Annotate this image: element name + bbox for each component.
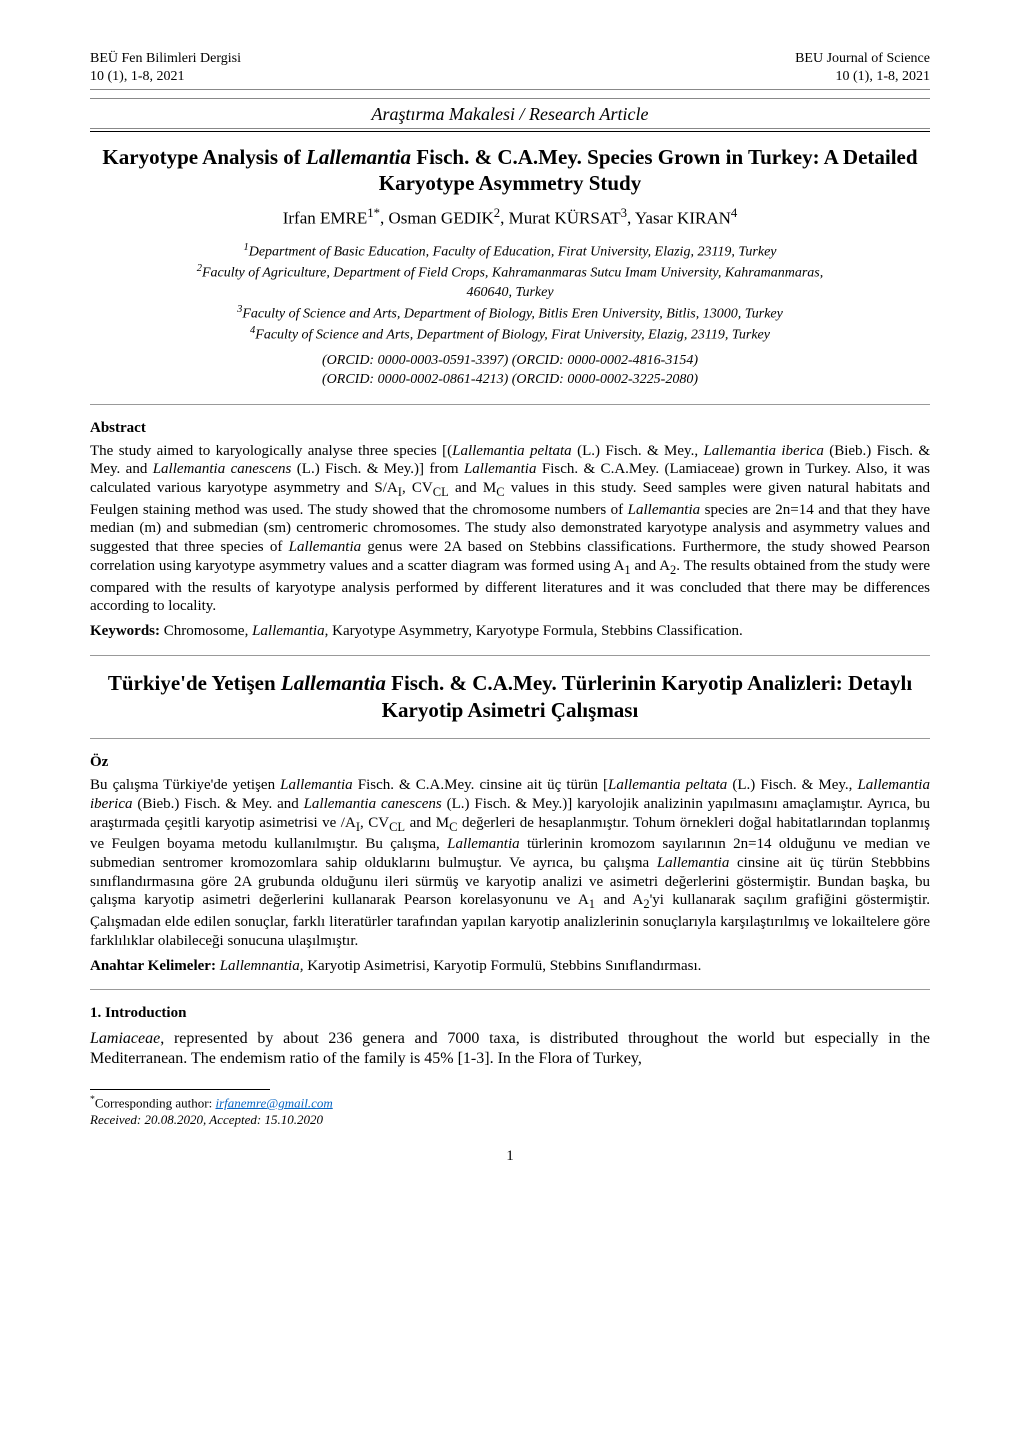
issue-right: 10 (1), 1-8, 2021 [795, 68, 930, 86]
corresponding-email-link[interactable]: irfanemre@gmail.com [215, 1095, 332, 1110]
author-4-sup: 4 [731, 206, 737, 220]
keywords-en: Keywords: Chromosome, Lallemantia, Karyo… [90, 622, 930, 641]
keywords-tr: Anahtar Kelimeler: Lallemnantia, Karyoti… [90, 957, 930, 976]
article-type-rule-bot [90, 131, 930, 132]
article-title-tr: Türkiye'de Yetişen Lallemantia Fisch. & … [90, 670, 930, 725]
rule-before-intro [90, 989, 930, 990]
author-3: Murat KÜRSAT [509, 209, 621, 228]
affil-4: 4Faculty of Science and Arts, Department… [90, 324, 930, 346]
title-pre: Karyotype Analysis of [102, 145, 306, 169]
header-left: BEÜ Fen Bilimleri Dergisi 10 (1), 1-8, 2… [90, 50, 241, 85]
header-rule [90, 89, 930, 90]
authors: Irfan EMRE1*, Osman GEDIK2, Murat KÜRSAT… [90, 206, 930, 229]
article-type: Araştırma Makalesi / Research Article [90, 103, 930, 126]
footnote: *Corresponding author: irfanemre@gmail.c… [90, 1094, 930, 1129]
page-number: 1 [90, 1147, 930, 1166]
intro-body: Lamiaceae, represented by about 236 gene… [90, 1029, 930, 1069]
rule-before-oz [90, 738, 930, 739]
journal-name-en: BEU Journal of Science [795, 50, 930, 68]
title-tr-genus: Lallemantia [281, 671, 386, 695]
journal-name-tr: BEÜ Fen Bilimleri Dergisi [90, 50, 241, 68]
abstract-heading: Abstract [90, 419, 930, 438]
affil-3: 3Faculty of Science and Arts, Department… [90, 303, 930, 325]
author-1: Irfan EMRE [283, 209, 368, 228]
article-title-en: Karyotype Analysis of Lallemantia Fisch.… [90, 144, 930, 197]
title-tr-post: Fisch. & C.A.Mey. Türlerinin Karyotip An… [382, 671, 913, 722]
orcid-line-1: (ORCID: 0000-0003-0591-3397) (ORCID: 000… [90, 352, 930, 371]
article-type-rule-mid [90, 128, 930, 129]
rule-before-abstract [90, 404, 930, 405]
title-tr-pre: Türkiye'de Yetişen [108, 671, 281, 695]
author-2-sup: 2 [494, 206, 500, 220]
author-4: Yasar KIRAN [635, 209, 731, 228]
author-2: Osman GEDIK [389, 209, 494, 228]
rule-before-tr-title [90, 655, 930, 656]
oz-body: Bu çalışma Türkiye'de yetişen Lallemanti… [90, 776, 930, 951]
affil-2b: 460640, Turkey [90, 284, 930, 303]
article-type-rule-top [90, 98, 930, 99]
orcid-line-2: (ORCID: 0000-0002-0861-4213) (ORCID: 000… [90, 371, 930, 390]
keywords-label-tr: Anahtar Kelimeler: [90, 958, 216, 974]
received-accepted: Received: 20.08.2020, Accepted: 15.10.20… [90, 1112, 930, 1129]
intro-heading: 1. Introduction [90, 1004, 930, 1023]
orcids: (ORCID: 0000-0003-0591-3397) (ORCID: 000… [90, 352, 930, 390]
affil-1: 1Department of Basic Education, Faculty … [90, 241, 930, 263]
title-genus: Lallemantia [306, 145, 411, 169]
abstract-body: The study aimed to karyologically analys… [90, 442, 930, 617]
footnote-rule [90, 1089, 270, 1090]
keywords-label-en: Keywords: [90, 623, 160, 639]
title-post: Fisch. & C.A.Mey. Species Grown in Turke… [379, 145, 918, 195]
issue-left: 10 (1), 1-8, 2021 [90, 68, 241, 86]
affil-2a: 2Faculty of Agriculture, Department of F… [90, 262, 930, 284]
corresponding-author: *Corresponding author: irfanemre@gmail.c… [90, 1094, 930, 1112]
header-right: BEU Journal of Science 10 (1), 1-8, 2021 [795, 50, 930, 85]
author-1-sup: 1* [367, 206, 380, 220]
oz-heading: Öz [90, 753, 930, 772]
affiliations: 1Department of Basic Education, Faculty … [90, 241, 930, 346]
author-3-sup: 3 [621, 206, 627, 220]
journal-header: BEÜ Fen Bilimleri Dergisi 10 (1), 1-8, 2… [90, 50, 930, 85]
